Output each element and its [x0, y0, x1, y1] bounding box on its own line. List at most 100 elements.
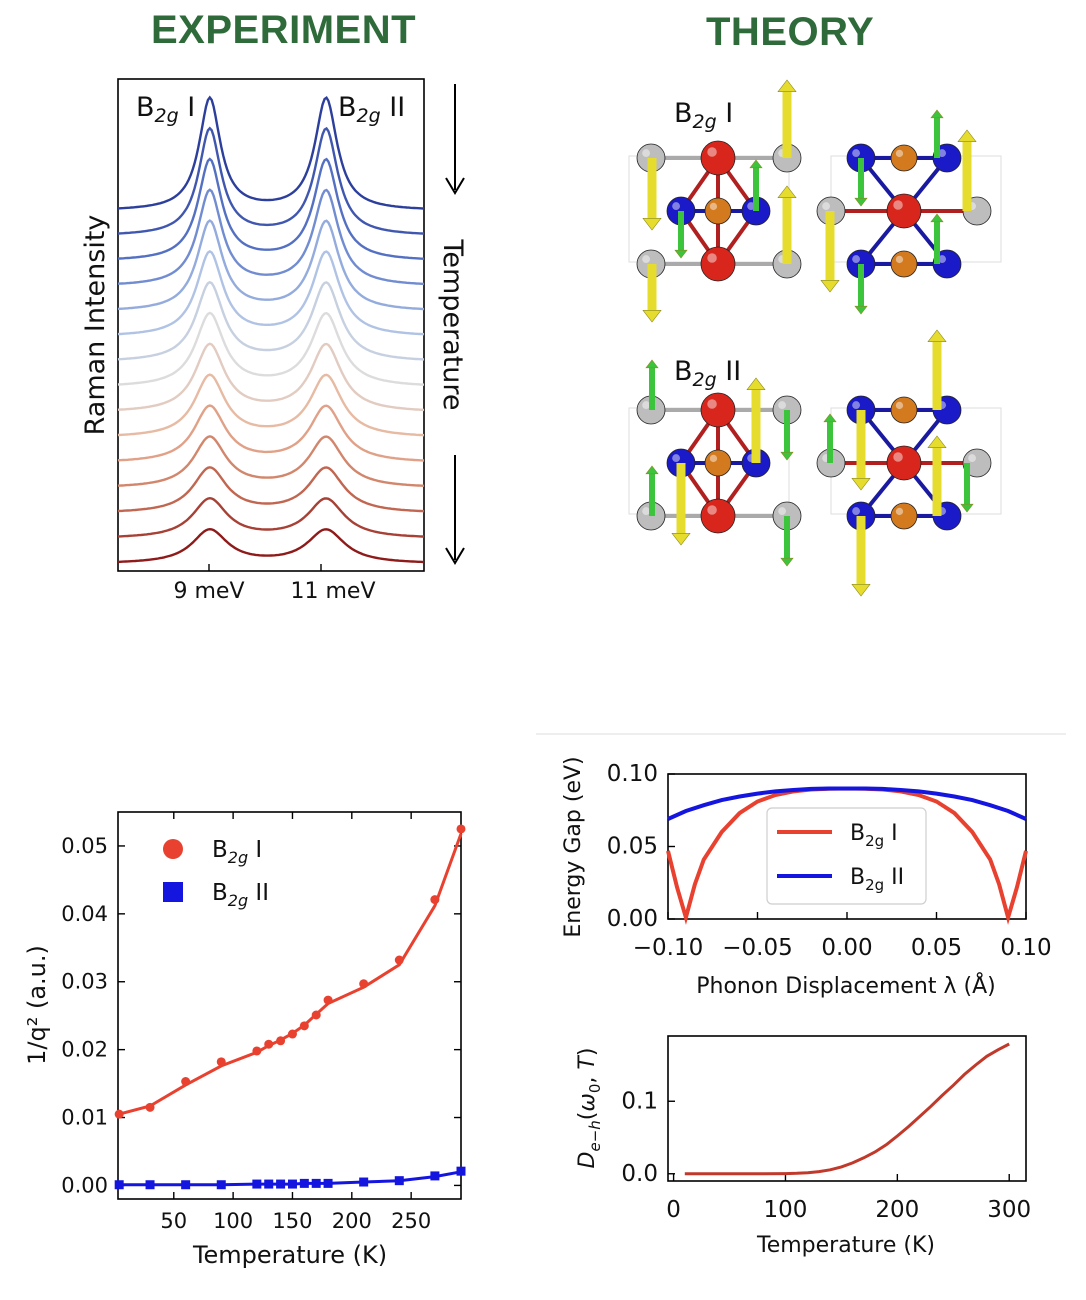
- gap-line-2: [667, 786, 1027, 821]
- x-tick-label: 150: [272, 1209, 312, 1233]
- raman-ylabel: Raman Intensity: [80, 215, 111, 436]
- red-atom: [700, 498, 736, 534]
- experiment-heading: EXPERIMENT: [151, 8, 417, 52]
- raman-curve: [117, 188, 425, 286]
- green-arrow-head: [854, 197, 868, 207]
- orange-atom: [890, 250, 918, 278]
- red-atom: [886, 193, 922, 229]
- y-tick-label: 0.00: [61, 1173, 108, 1197]
- raman-curve: [117, 249, 425, 336]
- green-arrow-head: [645, 465, 659, 475]
- temperature-arrowhead-bottom: [445, 547, 465, 565]
- raman-curve: [117, 157, 424, 260]
- data-point-b2g-1: [276, 1036, 286, 1046]
- blue-atom-highlight: [672, 202, 681, 211]
- data-point-b2g-1: [430, 895, 440, 905]
- y-tick-label: 0.0: [621, 1161, 658, 1187]
- x-axis-label: Phonon Displacement λ (Å): [696, 972, 995, 999]
- grey-atom-highlight: [968, 454, 977, 463]
- x-tick-label: 0.00: [821, 935, 872, 961]
- mode-label-b2g-1: B2g I: [674, 98, 733, 133]
- y-tick-label: 0.02: [61, 1038, 108, 1062]
- raman-curve: [117, 404, 425, 462]
- raman-plot-frame: [117, 78, 425, 572]
- y-axis-label: Energy Gap (eV): [561, 756, 586, 937]
- data-point-b2g-2: [394, 1176, 404, 1186]
- data-point-b2g-1: [359, 979, 369, 989]
- data-point-b2g-2: [216, 1180, 226, 1190]
- temperature-side-label: Temperature: [437, 238, 468, 410]
- green-arrow-head: [749, 159, 763, 169]
- grey-atom-highlight: [778, 401, 787, 410]
- data-point-b2g-1: [299, 1021, 309, 1031]
- data-point-b2g-2: [181, 1180, 191, 1190]
- red-atom-highlight: [707, 399, 717, 409]
- raman-curve: [117, 95, 425, 210]
- raman-curve: [117, 126, 425, 235]
- data-point-b2g-1: [145, 1102, 155, 1112]
- y-axis-label: De−h(ω0, T): [575, 1048, 604, 1169]
- y-tick-label: 0.05: [607, 834, 658, 860]
- green-arrow-head: [930, 109, 944, 119]
- grey-atom-highlight: [778, 507, 787, 516]
- green-arrow-head: [960, 503, 974, 513]
- data-point-b2g-1: [264, 1039, 274, 1049]
- raman-curve: [117, 280, 425, 361]
- crystal-structures: [628, 79, 1002, 597]
- data-point-b2g-2: [456, 1166, 466, 1176]
- theory-heading: THEORY: [706, 10, 875, 54]
- grey-atom-highlight: [642, 255, 651, 264]
- orange-atom-highlight: [709, 454, 718, 463]
- data-point-b2g-2: [264, 1179, 274, 1189]
- green-arrow-head: [854, 305, 868, 315]
- raman-curve: [117, 342, 425, 412]
- grey-atom-highlight: [822, 202, 831, 211]
- orange-atom-highlight: [895, 149, 904, 158]
- raman-curves: [117, 95, 425, 564]
- yellow-arrow-head: [642, 309, 662, 323]
- x-tick-label: 200: [875, 1197, 919, 1223]
- raman-curve: [117, 373, 425, 437]
- x-tick-label: −0.10: [633, 935, 703, 961]
- data-point-b2g-2: [430, 1171, 440, 1181]
- raman-curve: [117, 435, 425, 487]
- x-tick-label: 100: [764, 1197, 808, 1223]
- d-eh-line: [684, 1042, 1010, 1176]
- plot-frame: [667, 1035, 1027, 1182]
- x-tick-label-9: 9 meV: [173, 579, 244, 604]
- x-tick-label: 0.05: [911, 935, 962, 961]
- data-point-b2g-1: [287, 1029, 297, 1039]
- yellow-arrow-head: [927, 435, 947, 449]
- data-point-b2g-1: [311, 1010, 321, 1020]
- yellow-arrow-head: [777, 79, 797, 92]
- yellow-arrow-head: [671, 532, 691, 546]
- blue-atom-highlight: [852, 149, 861, 158]
- phonon-mode-illustrations: B2g I B2g II: [628, 79, 1002, 597]
- blue-atom-highlight: [852, 255, 861, 264]
- blue-atom-highlight: [852, 507, 861, 516]
- y-tick-label: 0.1: [621, 1088, 658, 1114]
- data-point-b2g-1: [216, 1057, 226, 1067]
- red-atom: [700, 392, 736, 428]
- orange-atom: [890, 396, 918, 424]
- grey-atom-highlight: [642, 507, 651, 516]
- y-tick-label: 0.01: [61, 1106, 108, 1130]
- x-tick-label: 250: [391, 1209, 431, 1233]
- legend-marker-b2g-1: [163, 839, 183, 859]
- plot-frame: [117, 811, 462, 1200]
- data-point-b2g-2: [323, 1178, 333, 1188]
- green-arrow-head: [780, 451, 794, 461]
- data-point-b2g-2: [252, 1179, 262, 1189]
- blue-atom-highlight: [672, 454, 681, 463]
- data-point-b2g-2: [299, 1178, 309, 1188]
- raman-curve: [117, 527, 425, 564]
- raman-spectra-chart: 9 meV 11 meV Raman Intensity B2g I B2g I…: [80, 78, 468, 604]
- green-arrow-head: [645, 359, 659, 369]
- orange-atom-highlight: [895, 255, 904, 264]
- green-arrow-head: [823, 413, 837, 423]
- blue-atom-highlight: [938, 149, 947, 158]
- blue-atom-highlight: [938, 255, 947, 264]
- red-atom: [700, 246, 736, 282]
